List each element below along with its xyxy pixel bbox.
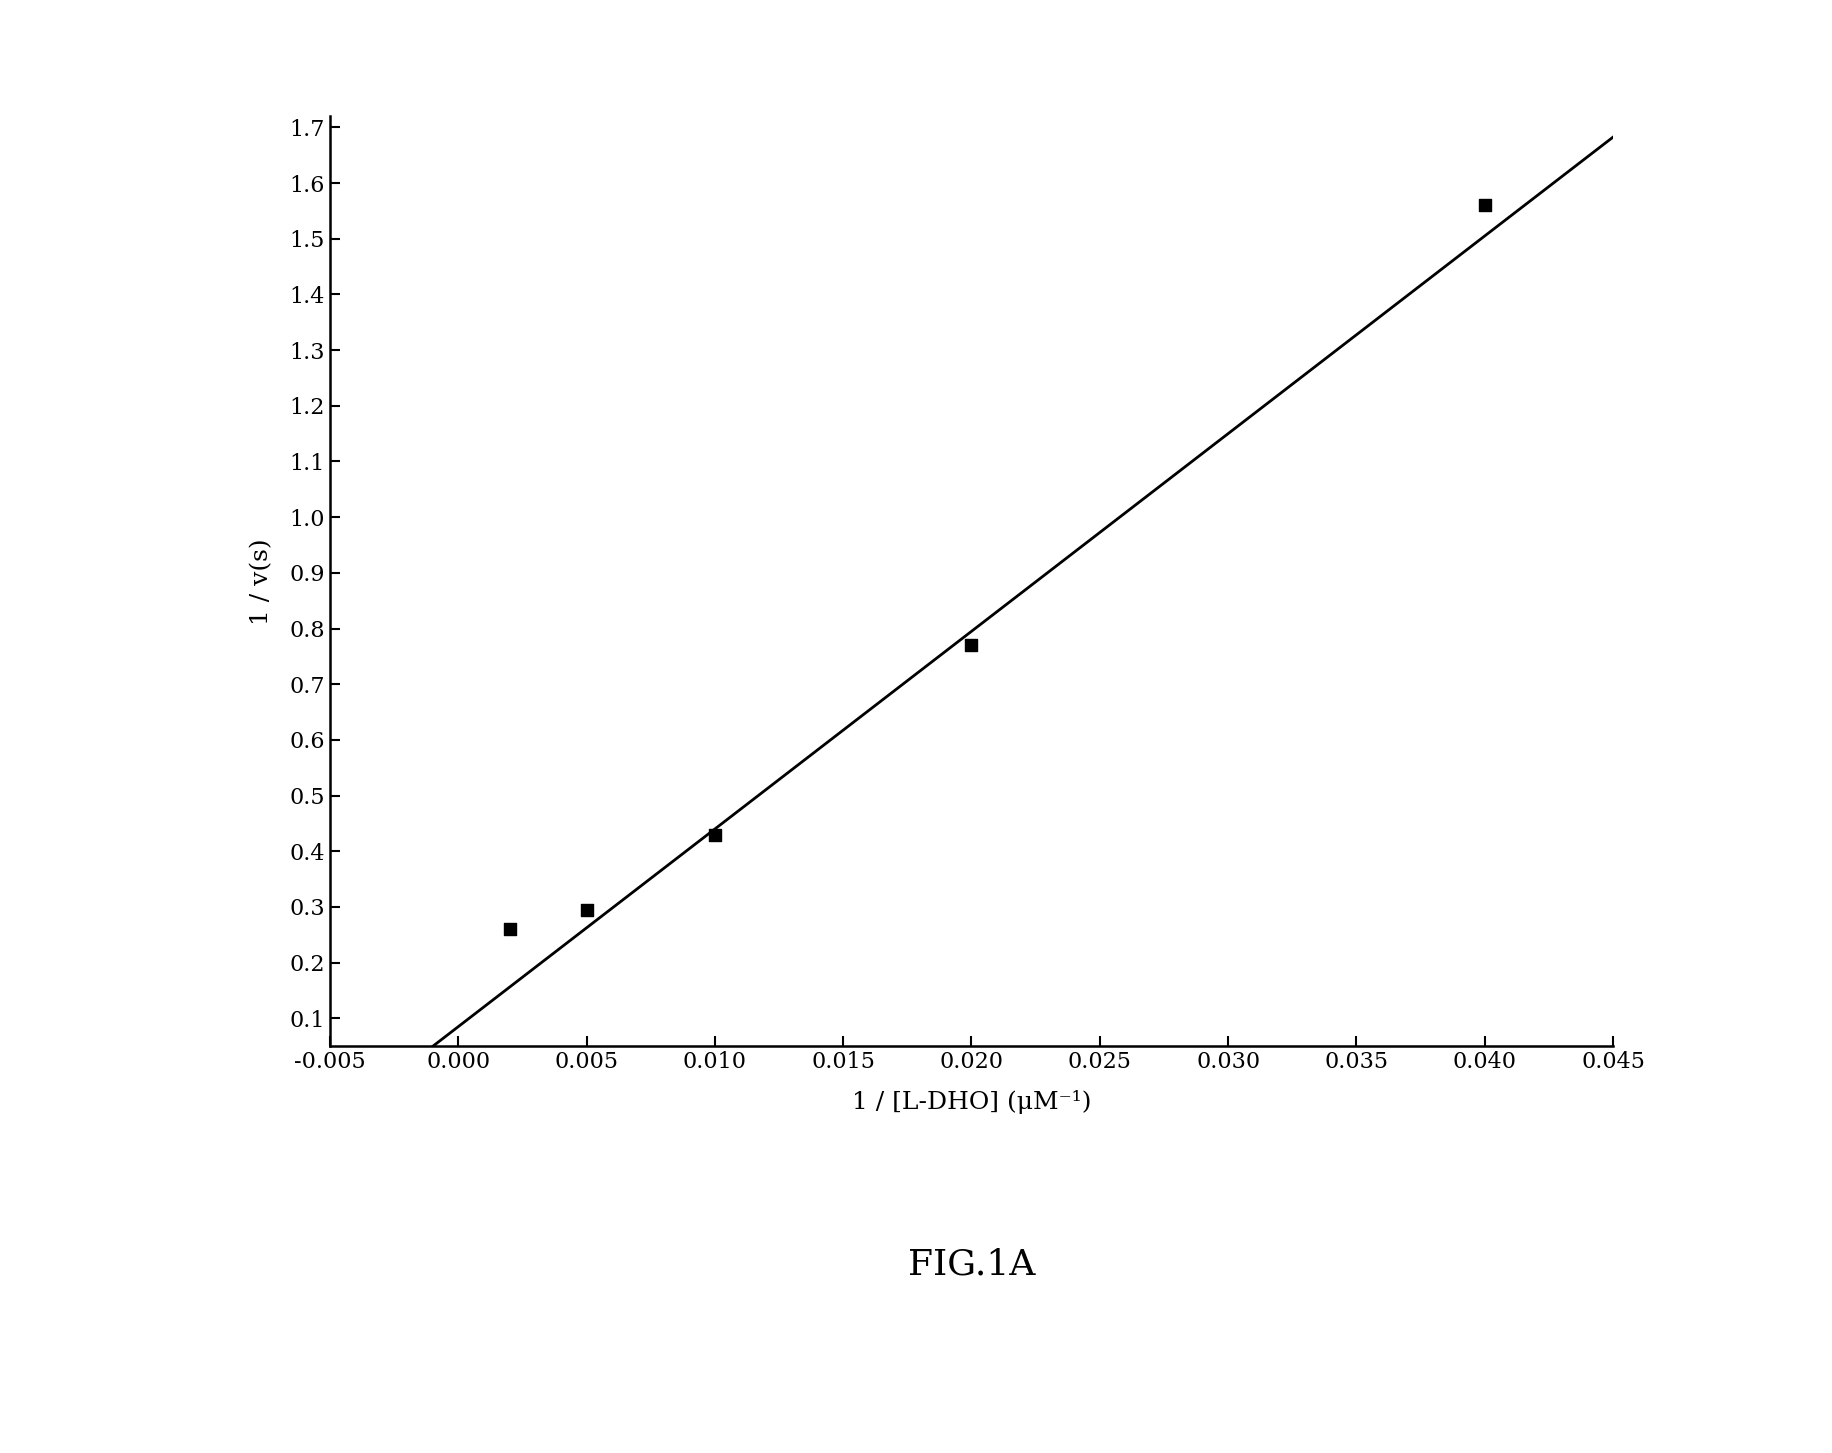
Point	[495, 918, 524, 942]
Text: FIG.1A: FIG.1A	[907, 1247, 1035, 1282]
Point	[572, 898, 601, 921]
Point	[956, 634, 986, 657]
Y-axis label: 1 / v(s): 1 / v(s)	[249, 538, 273, 625]
X-axis label: 1 / [L-DHO] (μM⁻¹): 1 / [L-DHO] (μM⁻¹)	[852, 1090, 1090, 1113]
Point	[700, 822, 729, 846]
Point	[1469, 193, 1499, 216]
